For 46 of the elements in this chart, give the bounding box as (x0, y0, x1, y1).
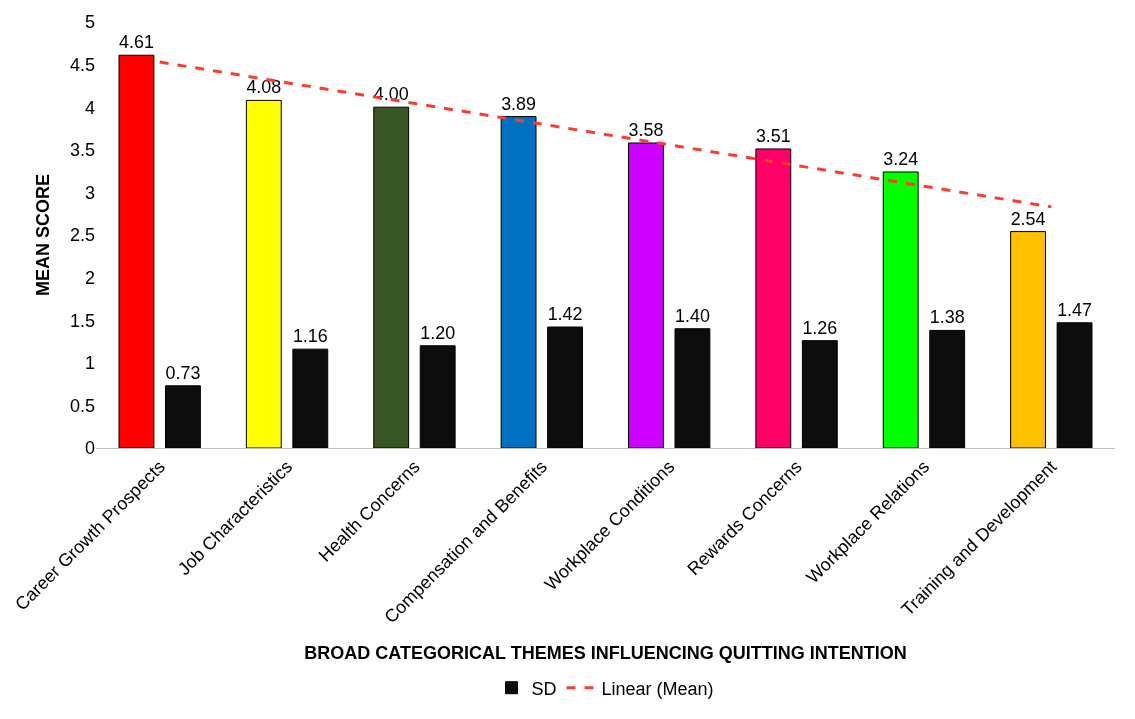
bar (628, 142, 664, 448)
data-label: 1.38 (929, 307, 965, 328)
y-tick-label: 0 (84, 438, 95, 459)
bar (373, 106, 410, 448)
data-label: 3.51 (755, 125, 791, 146)
data-label: 3.89 (501, 93, 537, 114)
bar (500, 116, 537, 448)
data-label: 3.58 (628, 120, 664, 140)
bar (929, 329, 966, 448)
bar (1010, 231, 1046, 448)
bar (1056, 322, 1093, 448)
data-label: 4.61 (119, 32, 154, 53)
bar (674, 328, 711, 448)
y-tick-label: 2.5 (69, 225, 95, 246)
y-tick-label: 4 (84, 97, 95, 118)
y-tick-label: 4.5 (69, 54, 95, 75)
y-tick-label: 1.5 (69, 310, 95, 331)
data-label: 1.16 (292, 326, 328, 347)
legend-label: Linear (Mean) (601, 678, 714, 699)
bar (547, 326, 583, 448)
y-tick-label: 2 (84, 267, 95, 288)
bar (882, 171, 919, 448)
data-label: 1.47 (1057, 299, 1093, 320)
bar (245, 99, 282, 448)
y-tick-label: 0.5 (69, 395, 95, 416)
data-label: 1.42 (547, 304, 583, 325)
y-axis-title: MEAN SCORE (33, 173, 54, 297)
bar (419, 345, 456, 448)
bar (118, 54, 155, 448)
data-label: 1.40 (675, 305, 710, 326)
bar (165, 385, 201, 448)
data-label: 2.54 (1010, 208, 1046, 229)
x-axis-title: BROAD CATEGORICAL THEMES INFLUENCING QUITTING INTENTION (304, 643, 907, 664)
data-label: 1.26 (802, 317, 838, 338)
y-tick-label: 3.5 (69, 140, 95, 161)
bar (801, 340, 838, 448)
data-label: 0.73 (165, 362, 201, 383)
legend-label: SD (531, 678, 557, 699)
data-label: 4.08 (246, 77, 282, 98)
data-label: 3.24 (883, 148, 919, 169)
y-tick-label: 5 (84, 12, 95, 33)
bar (755, 148, 792, 448)
y-tick-label: 1 (84, 353, 95, 374)
data-label: 1.20 (420, 322, 456, 343)
bar (292, 348, 329, 448)
y-tick-label: 3 (84, 182, 95, 203)
